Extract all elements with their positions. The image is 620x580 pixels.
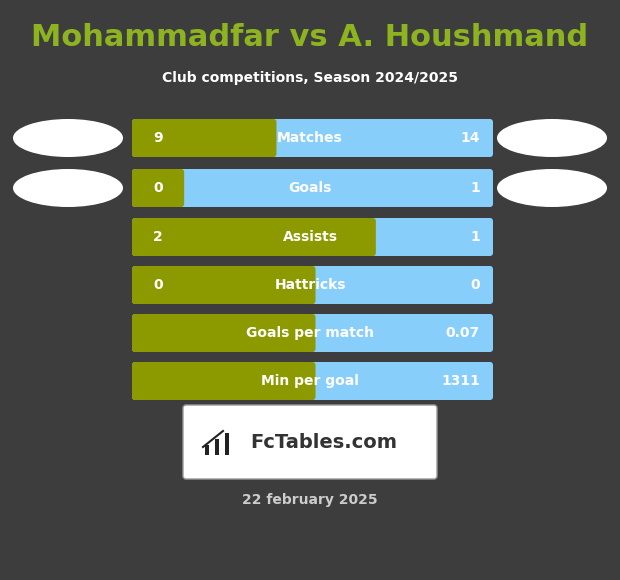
Text: 22 february 2025: 22 february 2025	[242, 493, 378, 507]
Text: Min per goal: Min per goal	[261, 374, 359, 388]
Ellipse shape	[13, 169, 123, 207]
FancyBboxPatch shape	[132, 362, 493, 400]
Text: 9: 9	[153, 131, 162, 145]
Ellipse shape	[497, 119, 607, 157]
Text: 0: 0	[153, 181, 162, 195]
Text: FcTables.com: FcTables.com	[250, 433, 397, 451]
FancyBboxPatch shape	[215, 439, 219, 455]
Text: Club competitions, Season 2024/2025: Club competitions, Season 2024/2025	[162, 71, 458, 85]
FancyBboxPatch shape	[132, 362, 316, 400]
Ellipse shape	[13, 119, 123, 157]
Text: 1311: 1311	[441, 374, 480, 388]
Text: Hattricks: Hattricks	[274, 278, 346, 292]
Text: Goals per match: Goals per match	[246, 326, 374, 340]
Text: 0: 0	[471, 278, 480, 292]
Ellipse shape	[497, 169, 607, 207]
FancyBboxPatch shape	[132, 169, 184, 207]
Text: 14: 14	[461, 131, 480, 145]
Text: 2: 2	[153, 230, 162, 244]
FancyBboxPatch shape	[132, 218, 376, 256]
FancyBboxPatch shape	[132, 314, 316, 352]
FancyBboxPatch shape	[205, 445, 209, 455]
FancyBboxPatch shape	[132, 266, 493, 304]
FancyBboxPatch shape	[132, 169, 493, 207]
Text: 1: 1	[470, 230, 480, 244]
Text: Mohammadfar vs A. Houshmand: Mohammadfar vs A. Houshmand	[32, 24, 588, 53]
Text: 0.07: 0.07	[446, 326, 480, 340]
Text: 0: 0	[153, 278, 162, 292]
Text: 1: 1	[470, 181, 480, 195]
Text: Matches: Matches	[277, 131, 343, 145]
FancyBboxPatch shape	[183, 405, 437, 479]
Text: Goals: Goals	[288, 181, 332, 195]
FancyBboxPatch shape	[132, 218, 493, 256]
FancyBboxPatch shape	[132, 266, 316, 304]
FancyBboxPatch shape	[225, 433, 229, 455]
FancyBboxPatch shape	[132, 119, 277, 157]
FancyBboxPatch shape	[132, 314, 493, 352]
FancyBboxPatch shape	[132, 119, 493, 157]
Text: Assists: Assists	[283, 230, 337, 244]
